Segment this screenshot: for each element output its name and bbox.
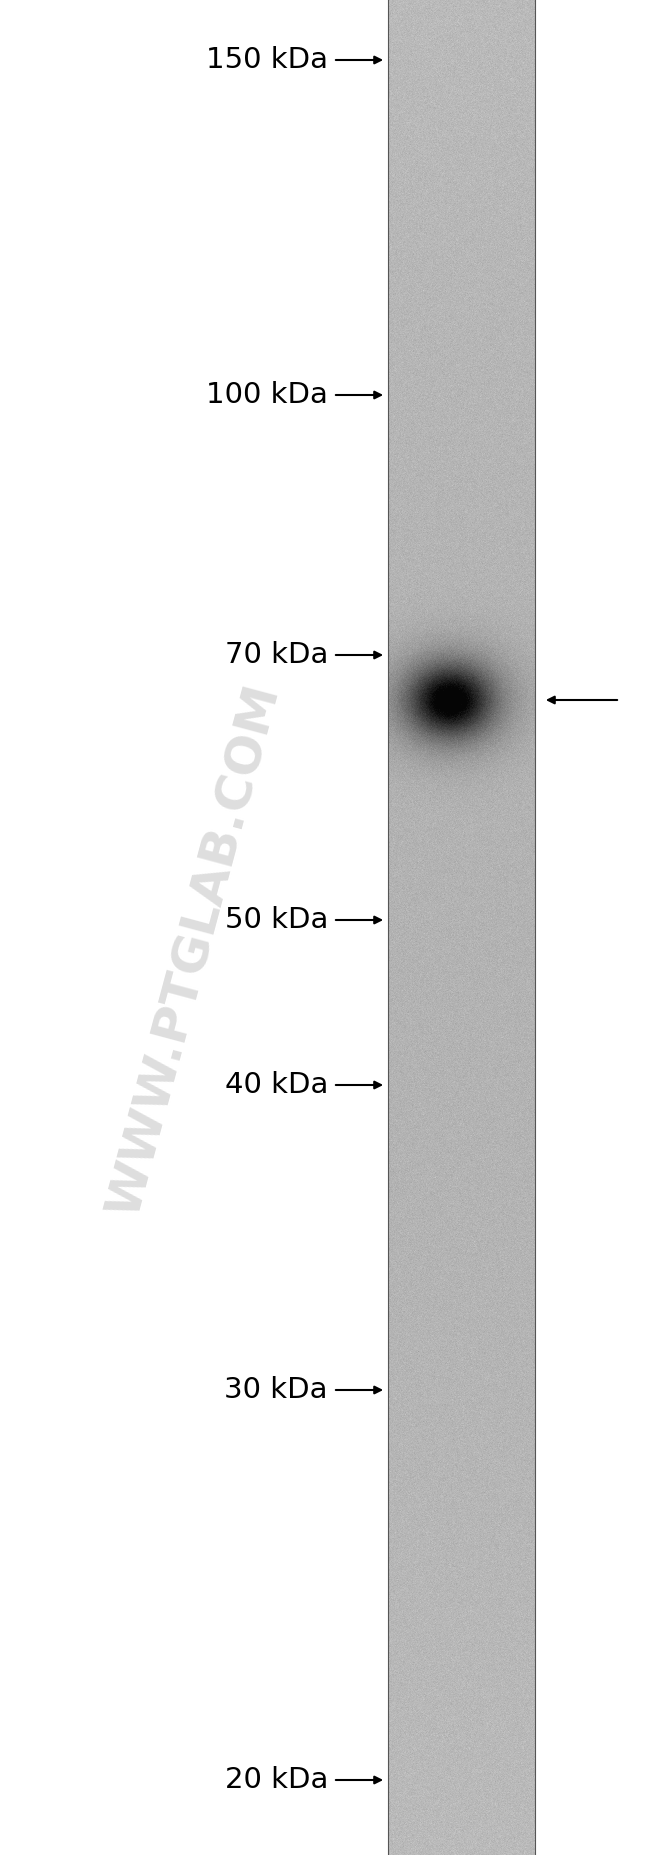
Text: 30 kDa: 30 kDa bbox=[224, 1376, 328, 1404]
Text: 100 kDa: 100 kDa bbox=[206, 380, 328, 408]
Text: 150 kDa: 150 kDa bbox=[206, 46, 328, 74]
Text: 40 kDa: 40 kDa bbox=[225, 1070, 328, 1098]
Text: 70 kDa: 70 kDa bbox=[225, 642, 328, 670]
Text: WWW.PTGLAB.COM: WWW.PTGLAB.COM bbox=[101, 679, 289, 1221]
Text: 50 kDa: 50 kDa bbox=[225, 905, 328, 935]
Text: 20 kDa: 20 kDa bbox=[225, 1766, 328, 1794]
